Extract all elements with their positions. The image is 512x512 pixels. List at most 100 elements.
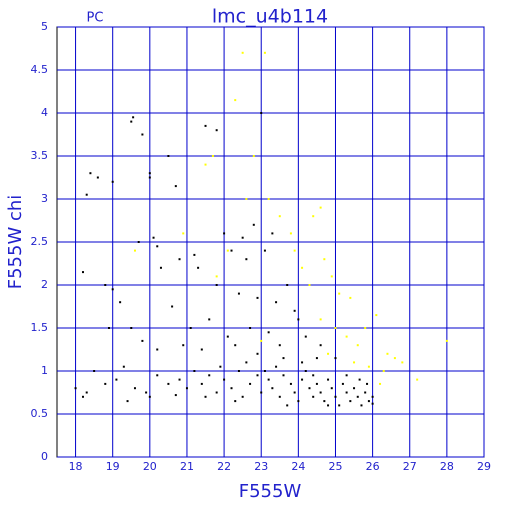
point xyxy=(297,318,300,321)
point xyxy=(360,404,363,407)
point xyxy=(145,391,148,394)
point xyxy=(375,314,378,317)
point xyxy=(353,387,356,390)
point xyxy=(319,391,322,394)
y-tick-label: 2.5 xyxy=(31,235,49,248)
y-tick-label: 1 xyxy=(41,364,48,377)
x-tick-label: 18 xyxy=(69,460,83,473)
point xyxy=(249,382,252,385)
point xyxy=(364,391,367,394)
point xyxy=(278,344,281,347)
point xyxy=(122,365,125,368)
point xyxy=(185,387,188,390)
point xyxy=(182,232,185,235)
point xyxy=(312,395,315,398)
point xyxy=(367,400,370,403)
point xyxy=(167,382,170,385)
x-tick-label: 29 xyxy=(477,460,491,473)
point xyxy=(312,215,315,218)
point xyxy=(107,327,110,329)
point xyxy=(323,258,326,261)
x-tick-label: 21 xyxy=(180,460,194,473)
point xyxy=(278,215,281,218)
point xyxy=(237,292,240,295)
point xyxy=(260,339,263,342)
point xyxy=(171,305,174,308)
point xyxy=(286,284,289,286)
point xyxy=(267,198,270,200)
point xyxy=(371,402,374,405)
point xyxy=(133,387,136,390)
point xyxy=(263,51,266,54)
point xyxy=(282,357,285,360)
point xyxy=(215,129,218,132)
x-tick-label: 20 xyxy=(143,460,157,473)
point xyxy=(130,120,133,123)
point xyxy=(256,296,259,299)
point xyxy=(156,245,159,248)
point xyxy=(282,374,285,377)
point xyxy=(215,284,218,286)
point xyxy=(267,378,270,381)
point xyxy=(356,344,359,347)
point xyxy=(104,382,107,385)
point xyxy=(379,382,382,385)
point xyxy=(323,400,326,403)
x-tick-label: 23 xyxy=(254,460,268,473)
point xyxy=(178,378,181,381)
x-axis-label: F555W xyxy=(239,481,302,502)
point xyxy=(338,292,341,295)
point xyxy=(416,378,419,381)
point xyxy=(334,395,337,398)
point xyxy=(193,370,196,372)
point xyxy=(304,335,307,338)
point xyxy=(85,193,88,196)
point xyxy=(74,387,77,390)
point xyxy=(271,232,274,235)
point xyxy=(132,116,135,119)
point xyxy=(182,344,185,347)
point xyxy=(263,249,266,252)
point xyxy=(327,378,330,381)
point xyxy=(111,288,114,291)
point xyxy=(256,374,259,377)
point xyxy=(200,382,203,385)
point xyxy=(234,400,237,403)
point xyxy=(401,361,404,364)
point xyxy=(330,275,333,278)
x-tick-label: 26 xyxy=(366,460,380,473)
point xyxy=(267,331,270,334)
point xyxy=(93,370,96,372)
point xyxy=(278,395,281,398)
point xyxy=(111,180,114,183)
point xyxy=(81,271,84,274)
point xyxy=(319,206,322,209)
x-tick-label: 19 xyxy=(106,460,120,473)
point xyxy=(215,275,218,278)
point xyxy=(241,395,244,398)
x-tick-label: 28 xyxy=(440,460,454,473)
point xyxy=(174,394,177,397)
point xyxy=(215,391,218,394)
x-tick-label: 25 xyxy=(328,460,342,473)
point xyxy=(211,155,214,157)
point xyxy=(152,236,155,239)
point xyxy=(289,232,292,235)
point xyxy=(156,348,159,351)
y-tick-label: 1.5 xyxy=(31,321,49,334)
point xyxy=(252,155,255,157)
point xyxy=(327,404,330,407)
x-tick-label: 24 xyxy=(291,460,305,473)
point xyxy=(275,365,278,368)
point xyxy=(315,382,318,385)
point xyxy=(338,404,341,407)
point xyxy=(263,370,266,372)
point xyxy=(115,378,118,381)
point xyxy=(133,249,136,252)
point xyxy=(141,133,144,136)
chart-subtitle: PC xyxy=(87,11,104,26)
point xyxy=(345,374,348,377)
point xyxy=(130,327,133,329)
point xyxy=(208,318,211,321)
